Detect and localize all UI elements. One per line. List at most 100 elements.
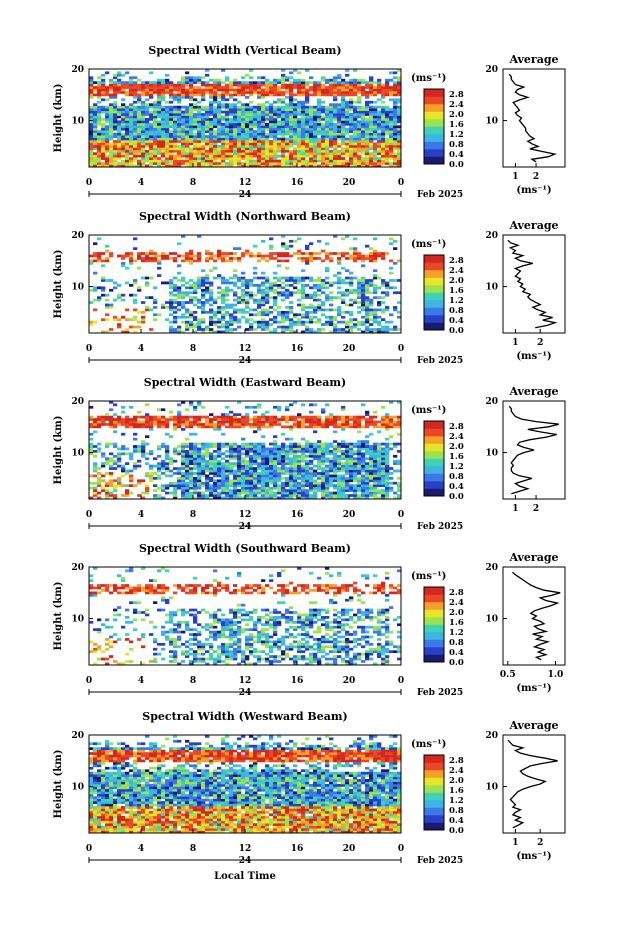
heatmap-cell (369, 78, 374, 82)
heatmap-cell (297, 147, 302, 151)
heatmap-cell (185, 320, 190, 324)
heatmap-cell (269, 486, 274, 490)
heatmap-cell (349, 325, 354, 329)
heatmap-cell (129, 118, 134, 121)
heatmap-cell (221, 442, 226, 446)
heatmap-cell (281, 315, 286, 319)
heatmap-cell (125, 491, 130, 495)
heatmap-cell (93, 320, 98, 324)
heatmap-cell (173, 142, 178, 146)
heatmap-cell (297, 159, 302, 163)
heatmap-cell (197, 442, 202, 446)
heatmap-cell (281, 450, 286, 453)
heatmap-cell (321, 279, 326, 282)
heatmap-cell (153, 257, 158, 260)
heatmap-cell (305, 315, 310, 319)
heatmap-cell (289, 469, 294, 473)
heatmap-cell (229, 152, 234, 156)
colorbar-swatch (424, 111, 444, 120)
heatmap-cell (357, 252, 362, 255)
heatmap-cell (169, 108, 174, 111)
colorbar-tick-label: 2.4 (449, 266, 464, 276)
heatmap-cell (273, 276, 278, 280)
heatmap-cell (373, 252, 378, 255)
heatmap-cell (197, 257, 202, 260)
heatmap-cell (265, 415, 270, 419)
heatmap-cell (101, 142, 106, 146)
heatmap-cell (269, 108, 274, 111)
heatmap-cell (385, 328, 390, 331)
heatmap-cell (229, 494, 234, 497)
heatmap-cell (169, 149, 174, 153)
heatmap-cell (277, 159, 282, 163)
heatmap-cell (197, 154, 202, 158)
heatmap-cell (185, 425, 190, 429)
heatmap-cell (173, 284, 178, 287)
heatmap-cell (241, 484, 246, 488)
average-y-tick-label: 10 (485, 117, 498, 127)
heatmap-cell (257, 149, 262, 153)
heatmap-cell (221, 496, 226, 499)
heatmap-cell (205, 489, 210, 492)
heatmap-cell (341, 291, 346, 295)
heatmap-cell (249, 459, 254, 463)
heatmap-cell (133, 144, 138, 148)
heatmap-cell (209, 132, 214, 136)
heatmap-cell (125, 110, 130, 114)
heatmap-cell (161, 489, 166, 492)
heatmap-cell (217, 320, 222, 324)
heatmap-cell (121, 410, 126, 414)
heatmap-cell (217, 484, 222, 488)
heatmap-cell (281, 98, 286, 102)
heatmap-cell (233, 98, 238, 102)
heatmap-cell (393, 162, 398, 165)
heatmap-cell (269, 472, 274, 475)
x-tick-label: 0 (398, 344, 404, 354)
heatmap-cell (277, 264, 282, 268)
heatmap-cell (205, 149, 210, 153)
heatmap-cell (117, 420, 122, 424)
heatmap-cell (257, 113, 262, 116)
heatmap-cell (177, 122, 182, 126)
heatmap-cell (237, 494, 242, 497)
heatmap-cell (197, 113, 202, 116)
heatmap-cell (325, 164, 330, 167)
heatmap-cell (105, 415, 110, 419)
heatmap-cell (349, 98, 354, 102)
heatmap-cell (333, 323, 338, 326)
heatmap-cell (217, 130, 222, 133)
heatmap-cell (109, 159, 114, 163)
heatmap-cell (213, 315, 218, 319)
heatmap-cell (189, 149, 194, 153)
heatmap-cell (305, 113, 310, 116)
heatmap-cell (133, 464, 138, 468)
heatmap-cell (309, 423, 314, 426)
heatmap-cell (345, 105, 350, 109)
heatmap-cell (193, 103, 198, 107)
heatmap-cell (241, 252, 246, 255)
heatmap-cell (273, 452, 278, 456)
heatmap-cell (117, 130, 122, 133)
heatmap-cell (189, 450, 194, 453)
heatmap-cell (221, 330, 226, 333)
heatmap-cell (381, 91, 386, 94)
heatmap-cell (109, 491, 114, 495)
heatmap-cell (213, 320, 218, 324)
heatmap-cell (205, 310, 210, 314)
heatmap-cell (365, 93, 370, 97)
heatmap-cell (293, 462, 298, 465)
heatmap-cell (165, 159, 170, 163)
heatmap-cell (213, 95, 218, 99)
heatmap-cell (245, 140, 250, 143)
heatmap-cell (213, 423, 218, 426)
heatmap-cell (289, 88, 294, 92)
heatmap-cell (181, 454, 186, 458)
heatmap-cell (157, 105, 162, 109)
heatmap-cell (209, 308, 214, 312)
heatmap-cell (257, 491, 262, 495)
heatmap-cell (301, 445, 306, 448)
heatmap-cell (229, 288, 234, 292)
heatmap-cell (221, 315, 226, 319)
heatmap-cell (373, 269, 378, 273)
heatmap-cell (241, 271, 246, 275)
